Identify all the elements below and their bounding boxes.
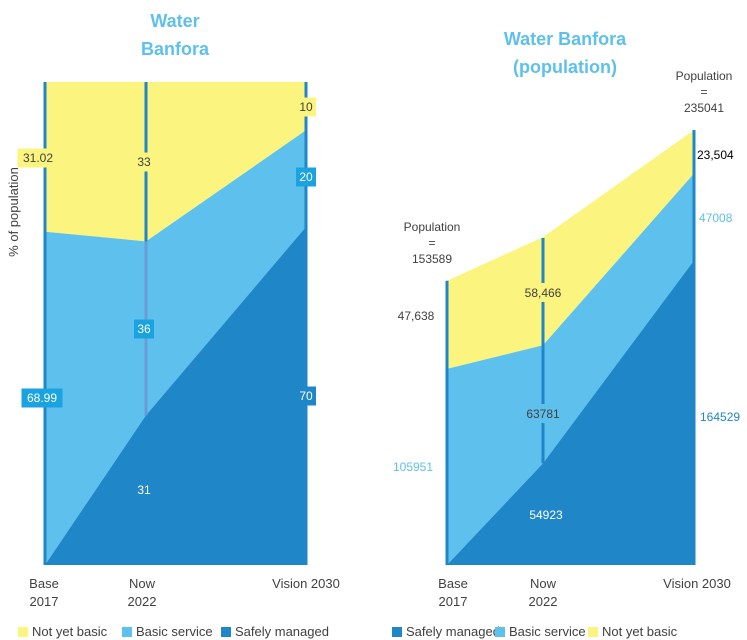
label-2-notyet-1-box	[521, 283, 565, 302]
chart2-xtick-1-0: Now	[530, 576, 557, 591]
chart2-legend-label-1: Basic service	[509, 624, 586, 639]
label-1-notyet-0: 31.02	[23, 151, 53, 165]
chart2-total-vision-2: 235041	[684, 101, 724, 115]
chart1-xtick-1-0: Now	[129, 576, 156, 591]
label-2-basic-1: 63781	[526, 407, 560, 421]
chart1-xtick-0-0: Base	[29, 576, 59, 591]
label-1-basic-0-box	[21, 388, 63, 408]
label-1-basic-1-box	[134, 319, 154, 339]
chart2-total-base-0: Population	[404, 220, 461, 234]
chart1-title-line2: Banfora	[141, 39, 210, 59]
label-2-notyet-1: 58,466	[525, 286, 562, 300]
label-1-safely-1: 31	[137, 483, 151, 497]
label-1-notyet-1-box	[134, 152, 154, 172]
label-1-basic-2-box	[296, 167, 316, 187]
chart2-title-line2: (population)	[513, 57, 617, 77]
chart1-legend-label-0: Not yet basic	[32, 624, 108, 639]
label-1-notyet-2-box	[296, 97, 316, 117]
label-2-safely-2: 164529	[700, 410, 740, 424]
chart2-xtick-2-0: Vision 2030	[663, 576, 731, 591]
chart2-legend-label-2: Not yet basic	[602, 624, 678, 639]
chart2-total-base-2: 153589	[412, 252, 452, 266]
chart2-legend-label-0: Safely managed	[406, 624, 500, 639]
chart2-title-line1: Water Banfora	[504, 29, 627, 49]
area-not-yet-basic	[45, 82, 306, 242]
label-2-basic-2: 47008	[699, 211, 733, 225]
chart1-legend-label-1: Basic service	[136, 624, 213, 639]
chart2-legend-swatch-1	[495, 627, 505, 637]
chart2-xtick-0-1: 2017	[439, 594, 468, 609]
chart1-legend-label-2: Safely managed	[235, 624, 329, 639]
label-2-basic-0: 105951	[393, 460, 433, 474]
area2-basic-service	[447, 173, 694, 565]
chart2-total-vision-1: =	[700, 85, 707, 99]
label-2-notyet-0: 47,638	[398, 309, 435, 323]
label-2-basic-1-box	[521, 404, 565, 423]
chart1-xtick-1-1: 2022	[128, 594, 157, 609]
area2-not-yet-basic	[447, 130, 694, 369]
chart1-legend-swatch-1	[122, 627, 132, 637]
label-1-notyet-1: 33	[137, 155, 151, 169]
label-1-notyet-0-box	[17, 148, 59, 168]
label-1-safely-2-box	[296, 386, 316, 406]
label-1-basic-0: 68.99	[27, 391, 57, 405]
label-2-notyet-2: 23,504	[697, 148, 734, 162]
chart1-xtick-2-0: Vision 2030	[272, 576, 340, 591]
label-1-basic-1: 36	[137, 322, 151, 336]
chart2-legend-swatch-0	[392, 627, 402, 637]
area-basic-service	[45, 130, 306, 566]
area2-safely-managed	[447, 260, 694, 565]
label-2-safely-1: 54923	[529, 508, 563, 522]
chart2-legend-swatch-2	[588, 627, 598, 637]
chart1-legend-swatch-0	[18, 627, 28, 637]
chart2-xtick-1-1: 2022	[529, 594, 558, 609]
label-1-notyet-2: 10	[299, 100, 313, 114]
chart2-xtick-0-0: Base	[438, 576, 468, 591]
area-safely-managed	[45, 226, 306, 565]
chart1-legend-swatch-2	[221, 627, 231, 637]
label-1-basic-2: 20	[299, 170, 313, 184]
chart1-title-line1: Water	[150, 11, 199, 31]
chart1-xtick-0-1: 2017	[30, 594, 59, 609]
chart2-total-base-1: =	[428, 236, 435, 250]
chart2-total-vision-0: Population	[676, 69, 733, 83]
label-1-safely-2: 70	[299, 389, 313, 403]
chart1-ylabel: % of population	[6, 167, 21, 257]
